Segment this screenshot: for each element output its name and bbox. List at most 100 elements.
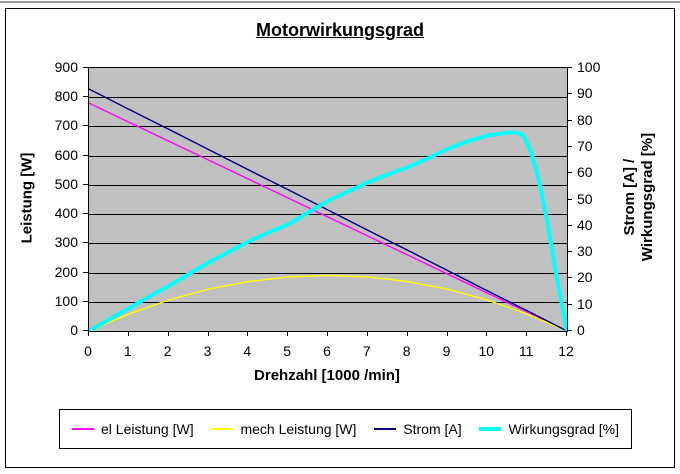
left-axis-tick (83, 242, 88, 244)
series-line-strom-a (89, 88, 567, 331)
x-axis-tick-label: 9 (442, 343, 451, 359)
series-line-el-leistung-w (89, 102, 567, 331)
right-axis-tick (567, 93, 572, 95)
x-axis-tick (486, 331, 488, 336)
legend-line-sample-strom-a (374, 428, 397, 430)
x-axis-tick (88, 331, 89, 336)
right-axis-tick (567, 303, 572, 305)
plot-svg (89, 88, 567, 331)
series-line-mech-leistung-w (89, 274, 567, 331)
left-axis-title: Leistung [W] (18, 152, 36, 244)
x-axis-tick (207, 331, 209, 336)
legend-item-mech-leistung-w: mech Leistung [W] (211, 421, 356, 437)
right-axis-tick-label: 30 (577, 243, 593, 260)
right-axis-tick (567, 224, 572, 226)
gridline (89, 272, 567, 274)
left-axis-tick-label: 100 (54, 292, 78, 309)
x-axis-title: Drehzahl [1000 /min] (254, 367, 400, 384)
right-axis-tick (567, 67, 572, 68)
x-axis-tick (526, 331, 528, 336)
left-axis-tick-label: 0 (70, 322, 78, 338)
x-axis-tick (566, 331, 567, 336)
gridline (89, 243, 567, 245)
right-axis-tick-label: 80 (577, 111, 593, 128)
x-axis-tick-label: 8 (402, 343, 411, 359)
left-axis-tick (83, 96, 88, 98)
x-axis-tick-label: 3 (203, 343, 212, 359)
chart-title: Motorwirkungsgrad (255, 20, 424, 40)
x-axis-tick (167, 331, 169, 336)
right-axis-tick-label: 10 (577, 295, 593, 312)
left-axis-tick (83, 271, 88, 273)
right-axis-tick-label: 90 (577, 85, 593, 102)
right-axis-tick-label: 60 (577, 164, 593, 181)
left-axis-tick (83, 183, 88, 185)
gridline (89, 97, 567, 99)
right-axis-tick (567, 172, 572, 174)
legend-label-strom-a: Strom [A] (403, 421, 462, 437)
left-axis-tick (83, 67, 88, 68)
right-axis-tick-label: 100 (577, 59, 601, 75)
gridline (89, 126, 567, 128)
chart-border-frame (5, 8, 675, 468)
plot-area (88, 67, 568, 332)
legend-line-sample-el-leistung-w (72, 428, 94, 430)
left-axis-tick (83, 154, 88, 156)
x-axis-tick-label: 6 (323, 343, 331, 359)
x-axis-tick-label: 2 (163, 343, 172, 359)
x-axis-tick-label: 1 (123, 343, 132, 359)
right-axis-tick-label: 40 (577, 216, 593, 233)
legend-item-strom-a: Strom [A] (374, 421, 462, 437)
x-axis-tick (287, 331, 289, 336)
legend: el Leistung [W] mech Leistung [W] Strom [A… (59, 409, 632, 449)
x-axis-tick (327, 331, 328, 336)
x-axis-tick (446, 331, 448, 336)
right-axis-tick (567, 198, 572, 200)
right-axis-tick-label: 0 (577, 322, 585, 338)
legend-item-wirkungsgrad: Wirkungsgrad [%] (479, 421, 619, 437)
left-axis-tick (83, 213, 88, 215)
x-axis-tick (247, 331, 249, 336)
x-axis-tick-label: 10 (478, 343, 495, 359)
left-axis-tick (83, 330, 88, 331)
left-axis-tick-label: 700 (54, 117, 78, 134)
legend-label-wirkungsgrad: Wirkungsgrad [%] (508, 421, 619, 437)
x-axis-tick-label: 11 (518, 343, 534, 359)
left-axis-tick-label: 300 (54, 234, 78, 251)
right-axis-tick-label: 70 (577, 137, 593, 154)
legend-label-mech-leistung-w: mech Leistung [W] (240, 421, 357, 437)
gridline (89, 214, 567, 216)
legend-line-sample-wirkungsgrad (479, 427, 502, 431)
x-axis-tick-label: 12 (558, 343, 574, 359)
left-axis-tick-label: 500 (54, 175, 78, 192)
right-axis-tick-label: 50 (577, 190, 593, 207)
x-axis-tick (127, 331, 129, 336)
x-axis-tick-label: 7 (362, 343, 371, 359)
right-axis-tick (567, 119, 572, 121)
right-axis-title-line1: Strom [A] / (621, 158, 638, 236)
right-axis-title: Strom [A] / Wirkungsgrad [%] (621, 133, 657, 261)
legend-label-el-leistung-w: el Leistung [W] (101, 421, 194, 437)
window-top-edge (0, 1, 680, 3)
legend-item-el-leistung-w: el Leistung [W] (72, 421, 194, 437)
left-axis-tick-label: 200 (54, 263, 78, 280)
right-axis-tick-label: 20 (577, 269, 593, 286)
gridline (89, 301, 567, 303)
left-axis-tick-label: 800 (54, 88, 78, 105)
right-axis-tick (567, 251, 572, 253)
left-axis-tick-label: 900 (54, 59, 78, 75)
left-axis-tick-label: 600 (54, 146, 78, 163)
x-axis-tick (366, 331, 368, 336)
right-axis-title-line2: Wirkungsgrad [%] (639, 132, 656, 262)
gridline (89, 184, 567, 186)
x-axis-tick (406, 331, 408, 336)
right-axis-tick (567, 277, 572, 279)
right-axis-tick (567, 330, 572, 331)
x-axis-tick-label: 4 (243, 343, 252, 359)
x-axis-tick-label: 5 (283, 343, 292, 359)
right-axis-tick (567, 145, 572, 147)
gridline (89, 155, 567, 157)
x-axis-tick-label: 0 (84, 343, 92, 359)
left-axis-tick-label: 400 (54, 205, 78, 222)
